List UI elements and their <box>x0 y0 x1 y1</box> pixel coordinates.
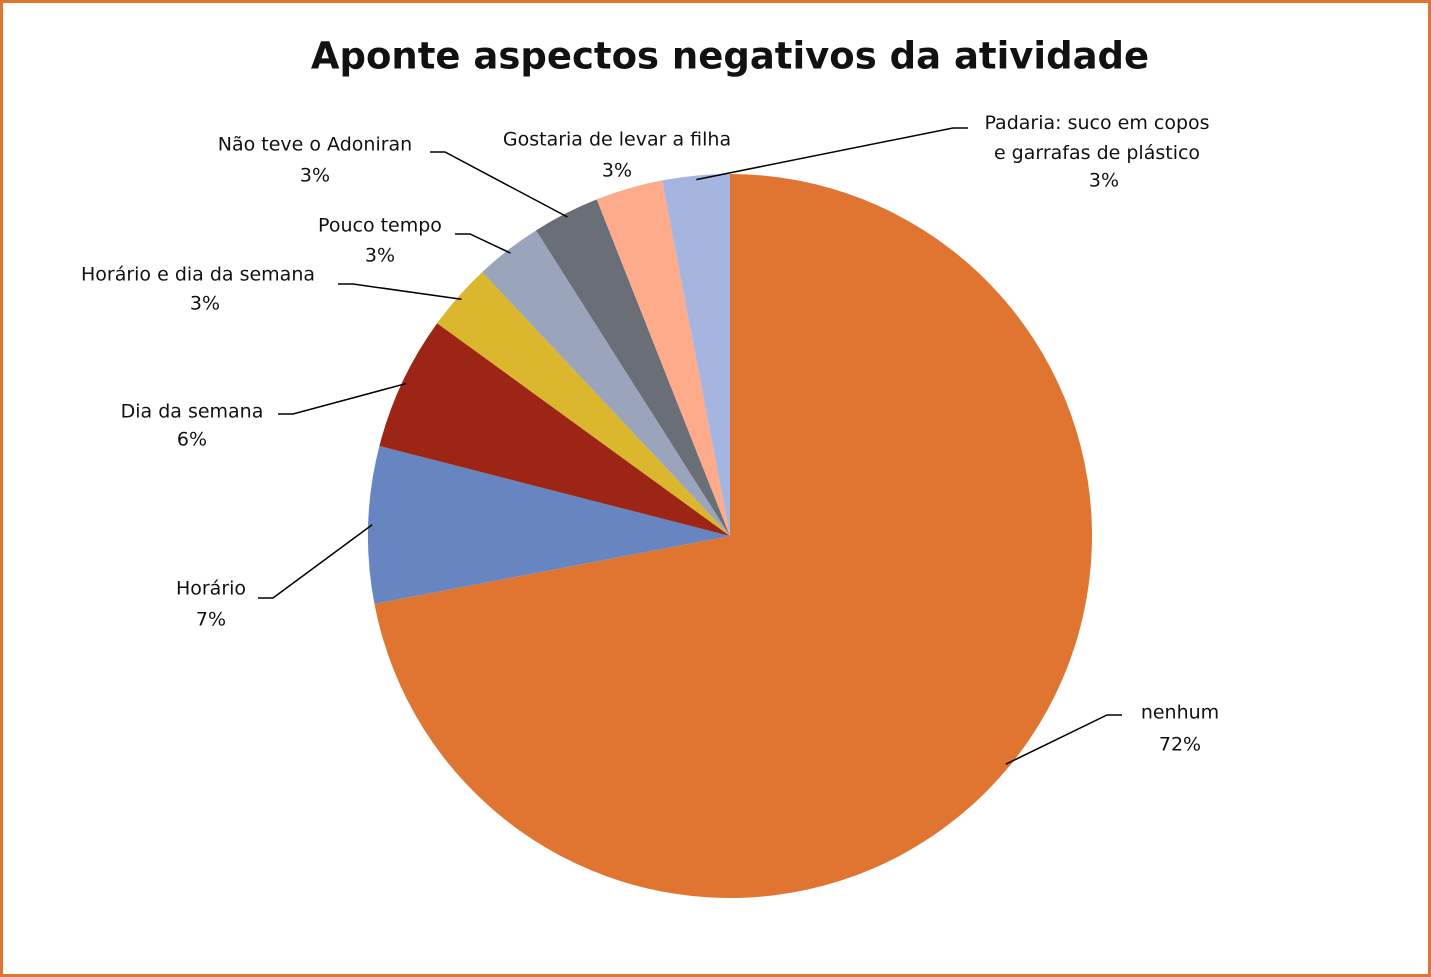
pie-slice <box>374 174 1093 899</box>
leader-line <box>338 283 462 300</box>
slice-label: nenhum <box>1141 702 1219 724</box>
pie-slice <box>379 323 730 536</box>
slice-label: Padaria: suco em copos e garrafas de plás… <box>984 112 1209 164</box>
slice-value-label: 72% <box>1159 734 1201 756</box>
slice-value-label: 3% <box>365 245 395 267</box>
slice-label: Não teve o Adoniran <box>218 134 412 156</box>
slice-value-label: 3% <box>602 160 632 182</box>
slice-label: Dia da semana <box>121 401 264 423</box>
pie-slice <box>662 174 730 536</box>
chart-title: Aponte aspectos negativos da atividade <box>311 35 1149 78</box>
slice-value-label: 7% <box>196 609 226 631</box>
slice-label: Gostaria de levar a filha <box>503 129 731 151</box>
leader-line <box>258 524 373 599</box>
slice-value-label: 3% <box>300 165 330 187</box>
leader-line <box>430 151 568 218</box>
slice-label: Horário <box>176 578 246 600</box>
pie-slice <box>596 180 730 536</box>
pie-slice <box>368 445 730 604</box>
pie-slice <box>536 199 730 537</box>
leader-line <box>278 382 407 415</box>
pie-slice <box>482 230 730 537</box>
slice-value-label: 3% <box>190 293 220 315</box>
slice-label: Pouco tempo <box>318 215 442 237</box>
slice-label: Horário e dia da semana <box>81 264 315 286</box>
slice-value-label: 3% <box>1089 170 1119 192</box>
slice-value-label: 6% <box>177 429 207 451</box>
pie-slice <box>437 272 730 536</box>
leader-line <box>455 233 511 254</box>
leader-line <box>1005 714 1122 765</box>
leader-line <box>696 127 968 181</box>
